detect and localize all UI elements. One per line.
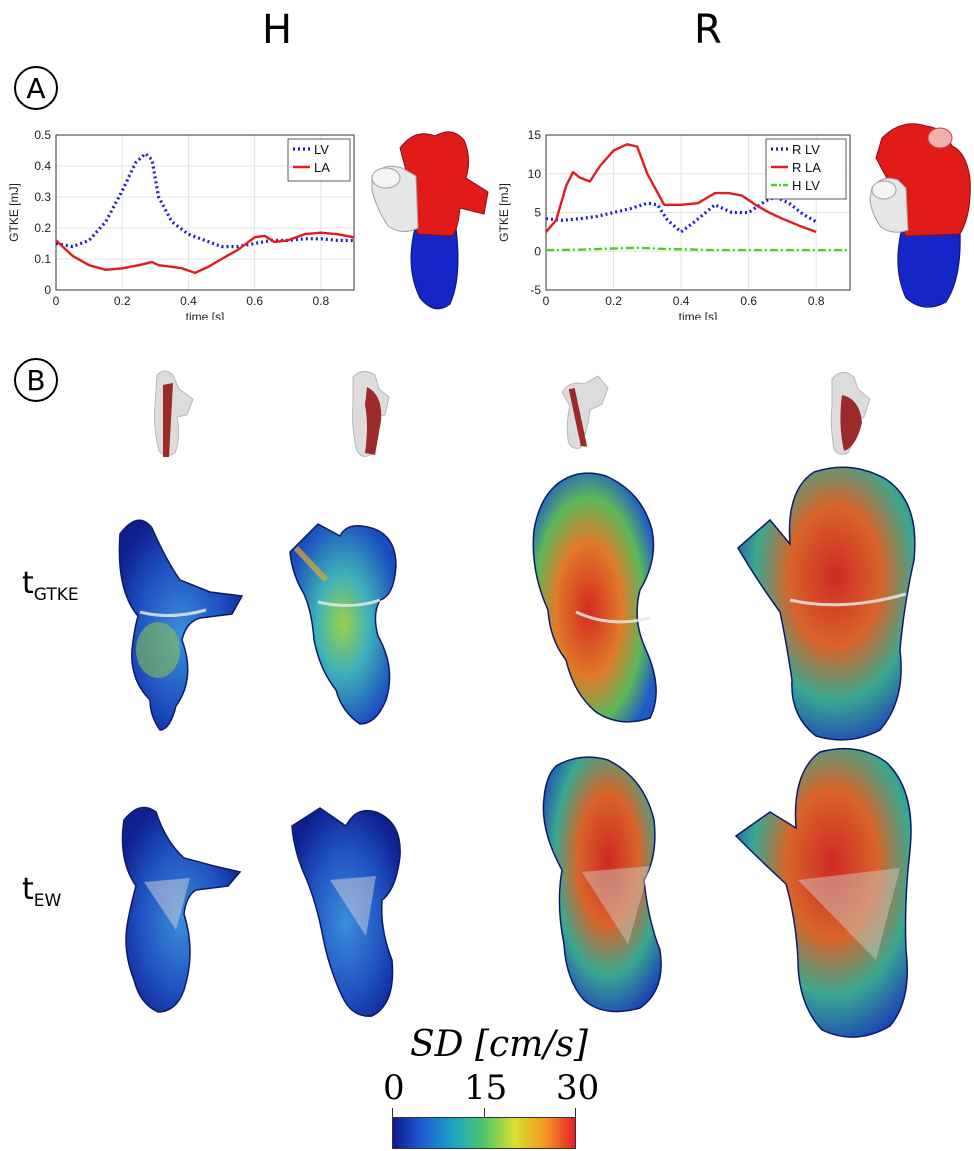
y-tick-label: 0.2 [34, 221, 51, 235]
y-tick-label: 0 [44, 283, 51, 297]
series-line-lv [55, 152, 354, 249]
legend-label: R LA [792, 160, 821, 175]
x-tick-label: 0.2 [114, 294, 131, 308]
y-tick-label: 15 [528, 128, 542, 142]
series-line-h-lv [545, 246, 850, 252]
x-tick-label: 0.4 [673, 294, 690, 308]
y-tick-label: 0.1 [34, 252, 51, 266]
colorbar-tickmark-mid [484, 1108, 485, 1117]
legend-label: LA [314, 160, 330, 175]
plot-frame [55, 134, 355, 291]
column-title-r: R [694, 7, 722, 53]
colorbar-tick-min: 0 [383, 1068, 405, 1108]
colorbar-tickmark-min [392, 1108, 393, 1117]
y-tick-label: 0.3 [34, 190, 51, 204]
slice-thumbnail-3 [561, 375, 609, 449]
series-line-la [55, 231, 355, 275]
x-tick-label: 0.6 [740, 294, 757, 308]
row-label-t-ew: tEW [22, 872, 62, 911]
y-tick-label: -5 [530, 283, 541, 297]
legend-box [287, 138, 351, 182]
y-axis-label: GTKE [mJ] [497, 183, 511, 242]
column-title-h: H [262, 7, 293, 53]
x-tick-label: 0 [53, 294, 60, 308]
x-tick-label: 0 [543, 294, 550, 308]
panel-label-b: B [14, 358, 58, 402]
y-tick-label: 0.5 [34, 128, 51, 142]
x-tick-label: 0.4 [180, 294, 197, 308]
row-label-t-gtke: tGTKE [22, 566, 79, 605]
colorbar-tickmark-max [575, 1108, 576, 1117]
plot-frame [545, 134, 851, 291]
x-tick-label: 0.2 [605, 294, 622, 308]
slice-thumbnail-1 [154, 370, 194, 457]
panel-label-a: A [14, 66, 58, 110]
legend-label: LV [314, 142, 329, 157]
x-axis-label: time [s] [186, 310, 225, 320]
heart-model-r [869, 123, 971, 308]
series-line-r-la [545, 143, 817, 234]
x-tick-label: 0.8 [808, 294, 825, 308]
colorbar-tick-mid: 15 [464, 1068, 508, 1108]
slice-thumbnail-4 [830, 372, 871, 455]
x-tick-label: 0.6 [246, 294, 263, 308]
y-axis-label: GTKE [mJ] [7, 183, 21, 242]
x-tick-label: 0.8 [313, 294, 330, 308]
chart-healthy-gtke: 0 0.1 0.2 0.3 0.4 0.5 0 0.2 0.4 0.6 0.8 time [s] GTK… [7, 128, 355, 320]
colorbar-title: SD [cm/s] [410, 1024, 588, 1065]
y-tick-label: 0.4 [34, 159, 51, 173]
legend-label: R LV [792, 142, 820, 157]
colorbar-tick-max: 30 [556, 1068, 600, 1108]
legend-label: H LV [792, 178, 820, 193]
y-tick-label: 0 [534, 244, 541, 258]
y-tick-label: 5 [534, 206, 541, 220]
x-axis-label: time [s] [679, 310, 718, 320]
heart-model-h [371, 131, 489, 310]
y-tick-label: 10 [528, 167, 542, 181]
slice-thumbnail-2 [352, 371, 390, 457]
colorbar-gradient [392, 1117, 576, 1149]
legend-box [765, 138, 847, 200]
